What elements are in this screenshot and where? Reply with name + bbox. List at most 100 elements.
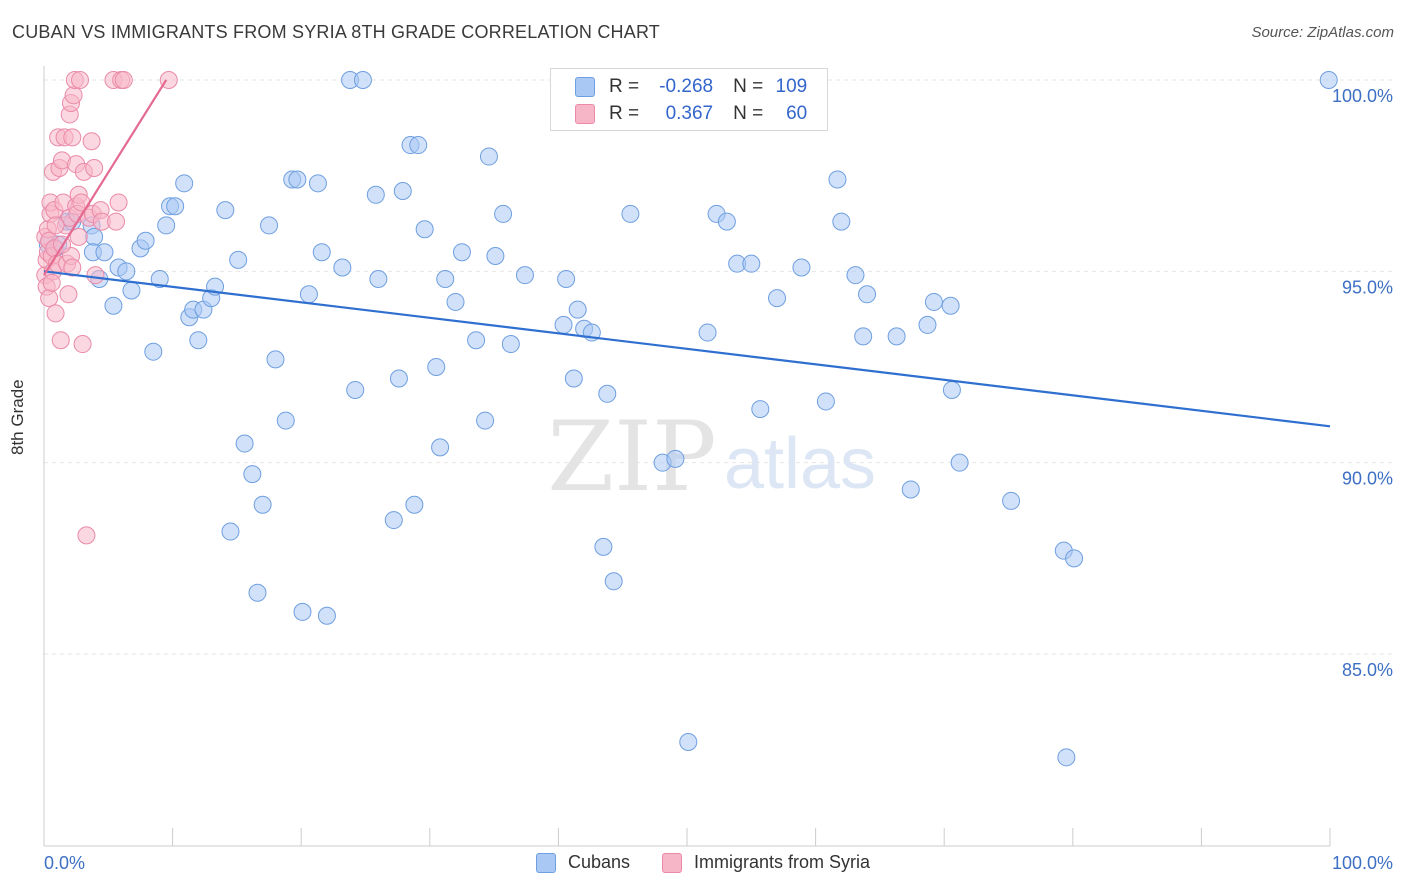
data-point: [467, 331, 486, 350]
legend-n-value: 109: [775, 76, 808, 97]
legend-swatch-cubans: [535, 852, 556, 873]
data-point: [389, 369, 408, 388]
y-tick-label: 90.0%: [1342, 469, 1393, 489]
data-point: [86, 266, 105, 285]
data-point: [901, 480, 920, 499]
legend-swatch-cubans: [575, 77, 595, 97]
legend-item-cubans[interactable]: Cubans: [535, 852, 630, 873]
data-point: [69, 227, 88, 246]
data-point: [494, 204, 513, 223]
legend-label-cubans: Cubans: [567, 852, 630, 872]
data-point: [742, 254, 761, 273]
data-point: [604, 572, 623, 591]
data-point: [436, 269, 455, 288]
data-point: [621, 204, 640, 223]
data-point: [698, 323, 717, 342]
data-point: [104, 296, 123, 315]
watermark: ZIP atlas: [547, 401, 876, 513]
data-point: [317, 606, 336, 625]
data-point: [369, 269, 388, 288]
data-point: [107, 212, 126, 231]
x-tick-label: 0.0%: [44, 853, 85, 873]
data-point: [85, 159, 104, 178]
data-point: [293, 602, 312, 621]
data-point: [77, 526, 96, 545]
data-point: [679, 733, 698, 752]
data-points: [36, 71, 1338, 767]
data-point: [288, 170, 307, 189]
data-point: [366, 185, 385, 204]
data-point: [136, 231, 155, 250]
data-point: [333, 258, 352, 277]
data-point: [229, 250, 248, 269]
data-point: [479, 147, 498, 166]
data-point: [887, 327, 906, 346]
data-point: [431, 438, 450, 457]
watermark-zip: ZIP: [547, 401, 716, 513]
data-point: [40, 289, 59, 308]
legend-item-syria[interactable]: Immigrants from Syria: [662, 852, 870, 873]
data-point: [950, 453, 969, 472]
data-point: [253, 495, 272, 514]
data-point: [924, 292, 943, 311]
data-point: [73, 335, 92, 354]
watermark-atlas: atlas: [724, 424, 876, 504]
data-point: [427, 358, 446, 376]
legend-label-syria: Immigrants from Syria: [694, 852, 871, 872]
data-point: [918, 315, 937, 334]
data-point: [415, 220, 434, 239]
data-point: [59, 285, 78, 304]
data-point: [384, 511, 403, 530]
data-point: [557, 269, 576, 288]
series-syria: [36, 71, 178, 545]
data-point: [248, 583, 267, 602]
data-point: [666, 449, 685, 468]
data-point: [792, 258, 811, 277]
data-point: [486, 247, 505, 266]
trend-line-cubans: [43, 270, 1331, 428]
data-point: [1319, 71, 1338, 89]
data-point: [942, 380, 961, 399]
data-point: [63, 128, 82, 147]
correlation-legend: R = -0.268 N = 109 R = 0.367 N = 60: [550, 68, 828, 131]
data-point: [1002, 491, 1021, 510]
data-point: [476, 411, 495, 430]
x-tick-label: 100.0%: [1332, 853, 1393, 873]
data-point: [166, 197, 185, 216]
data-point: [51, 331, 70, 350]
data-point: [82, 132, 101, 151]
legend-r-label: R =: [609, 76, 640, 97]
data-point: [501, 335, 520, 354]
data-point: [144, 342, 163, 361]
data-point: [276, 411, 295, 430]
tick-labels: 85.0% 90.0% 95.0% 100.0% 0.0% 100.0%: [44, 86, 1393, 873]
data-point: [64, 86, 83, 105]
data-point: [858, 285, 877, 304]
data-point: [346, 380, 365, 399]
legend-r-value: 0.367: [665, 103, 714, 124]
data-point: [854, 327, 873, 346]
trend-lines: [43, 79, 1331, 428]
data-point: [95, 243, 114, 262]
data-point: [122, 281, 141, 300]
series-legend: Cubans Immigrants from Syria: [0, 852, 1406, 873]
axes: [43, 66, 1331, 847]
trend-line-syria: [43, 79, 168, 276]
data-point: [768, 289, 787, 308]
chart-title: CUBAN VS IMMIGRANTS FROM SYRIA 8TH GRADE…: [12, 22, 661, 42]
data-point: [109, 193, 128, 212]
data-point: [157, 216, 176, 235]
data-point: [751, 400, 770, 419]
legend-swatch-syria: [662, 852, 682, 873]
data-point: [816, 392, 835, 411]
data-point: [216, 201, 235, 220]
y-tick-label: 85.0%: [1342, 660, 1393, 680]
data-point: [409, 136, 428, 155]
data-point: [235, 434, 254, 453]
data-point: [221, 522, 240, 541]
data-point: [717, 212, 736, 231]
legend-r-label: R =: [609, 103, 640, 124]
data-point: [568, 300, 587, 319]
gridlines: [44, 79, 1394, 655]
legend-swatch-syria: [575, 104, 595, 124]
